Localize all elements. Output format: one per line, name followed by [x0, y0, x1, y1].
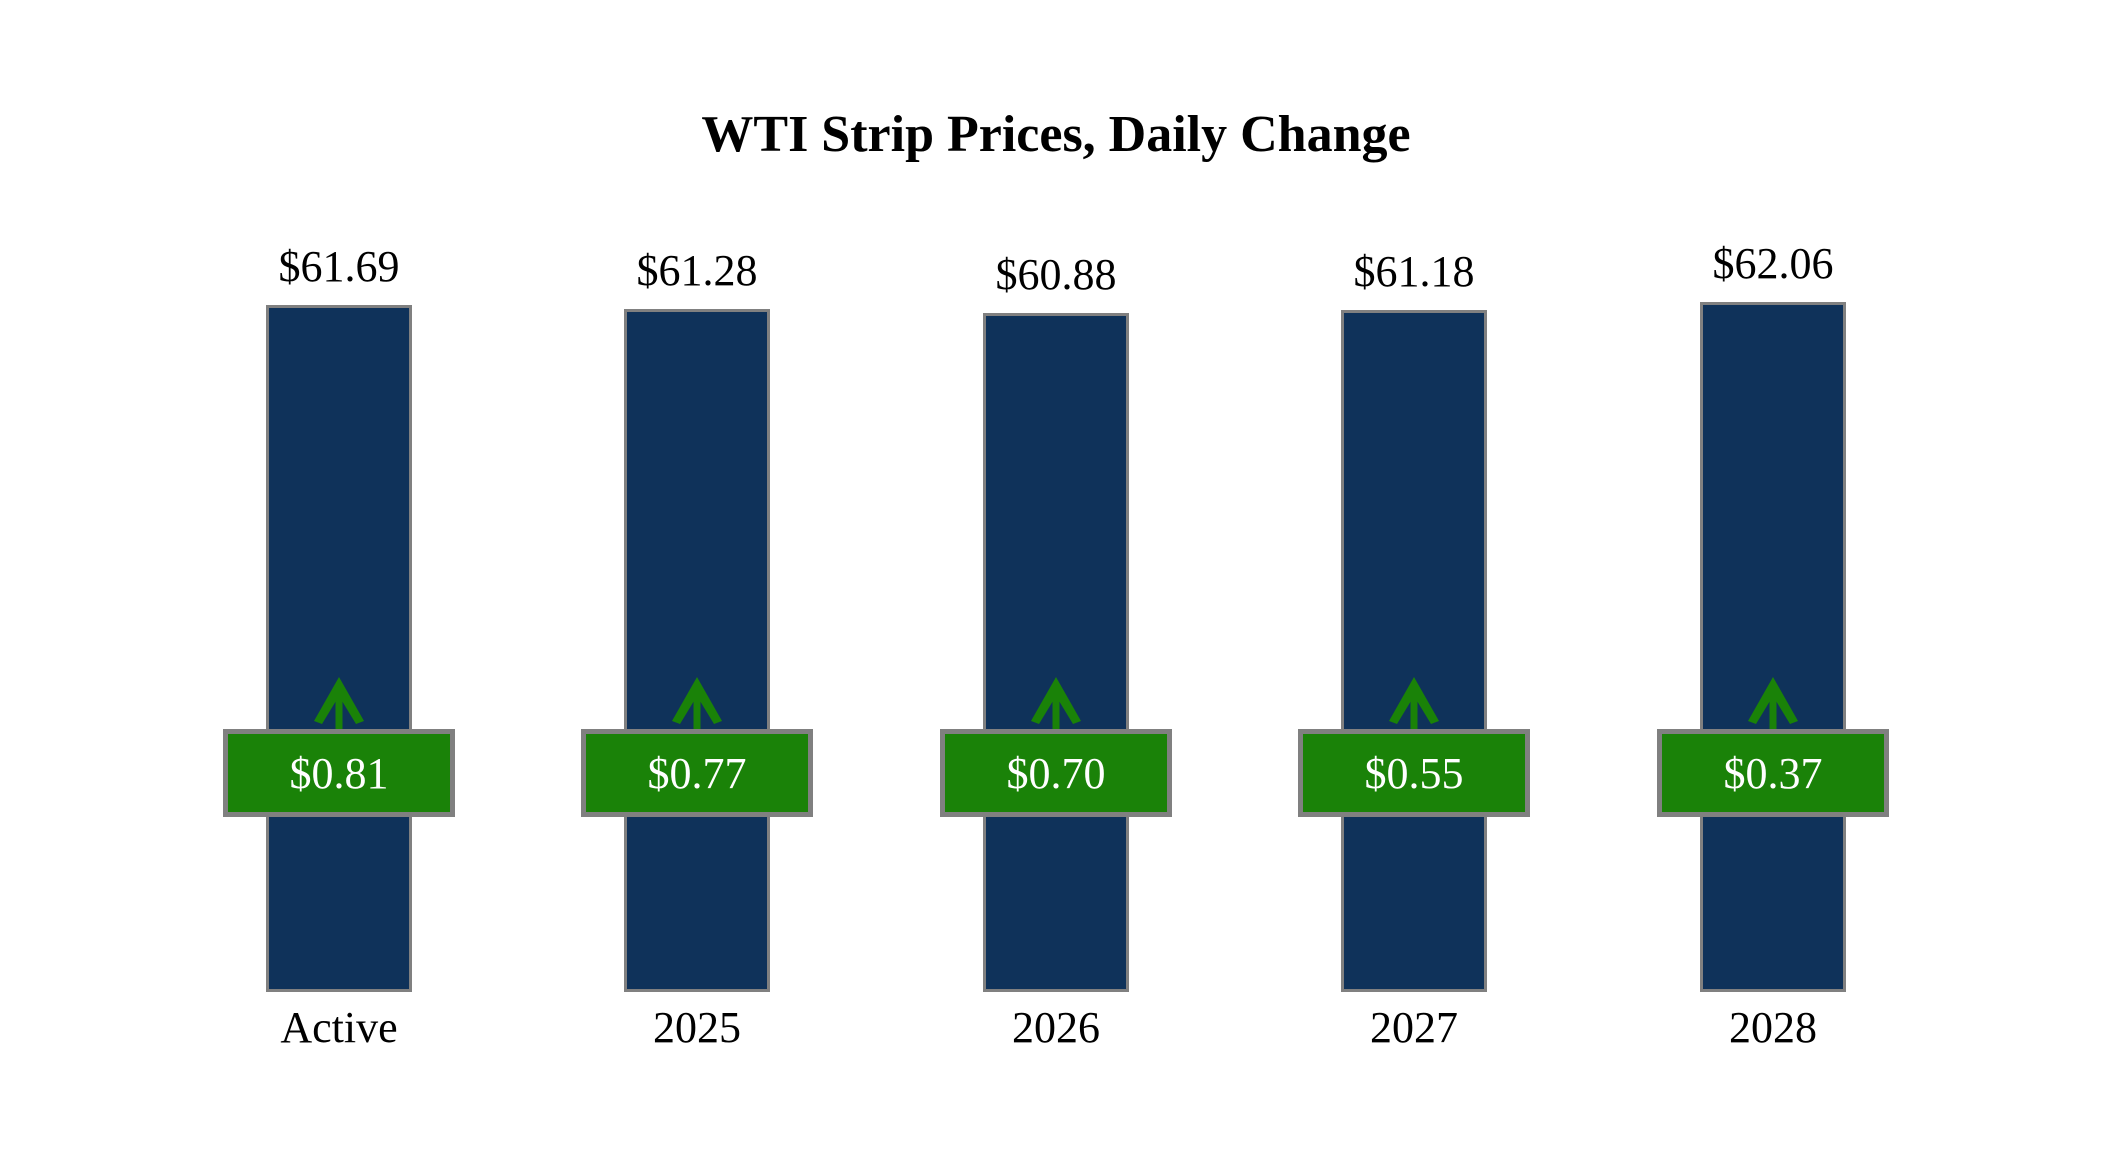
- price-label: $61.69: [278, 242, 400, 291]
- price-bar: [266, 305, 412, 992]
- bar-group-2027: $61.18 $0.55 2027: [1294, 0, 1534, 1152]
- bar-group-2025: $61.28 $0.77 2025: [577, 0, 817, 1152]
- category-label: 2026: [1012, 1003, 1100, 1052]
- price-label: $61.18: [1353, 247, 1475, 296]
- up-arrow-icon: [1389, 677, 1439, 731]
- price-label: $61.28: [636, 246, 758, 295]
- daily-change-badge: $0.70: [940, 729, 1172, 817]
- price-bar: [1341, 310, 1487, 992]
- up-arrow-icon: [314, 677, 364, 731]
- price-bar: [624, 309, 770, 992]
- bar-group-2028: $62.06 $0.37 2028: [1653, 0, 1893, 1152]
- price-bar: [1700, 302, 1846, 992]
- up-arrow-icon: [1748, 677, 1798, 731]
- category-label: Active: [280, 1003, 398, 1052]
- daily-change-badge: $0.37: [1657, 729, 1889, 817]
- price-label: $60.88: [995, 250, 1117, 299]
- daily-change-badge: $0.81: [223, 729, 455, 817]
- category-label: 2027: [1370, 1003, 1458, 1052]
- up-arrow-icon: [672, 677, 722, 731]
- up-arrow-icon: [1031, 677, 1081, 731]
- category-label: 2025: [653, 1003, 741, 1052]
- bar-group-2026: $60.88 $0.70 2026: [936, 0, 1176, 1152]
- daily-change-badge: $0.77: [581, 729, 813, 817]
- price-label: $62.06: [1712, 239, 1834, 288]
- daily-change-badge: $0.55: [1298, 729, 1530, 817]
- chart-title: WTI Strip Prices, Daily Change: [701, 106, 1411, 163]
- price-bar: [983, 313, 1129, 992]
- bar-group-active: $61.69 $0.81 Active: [219, 0, 459, 1152]
- category-label: 2028: [1729, 1003, 1817, 1052]
